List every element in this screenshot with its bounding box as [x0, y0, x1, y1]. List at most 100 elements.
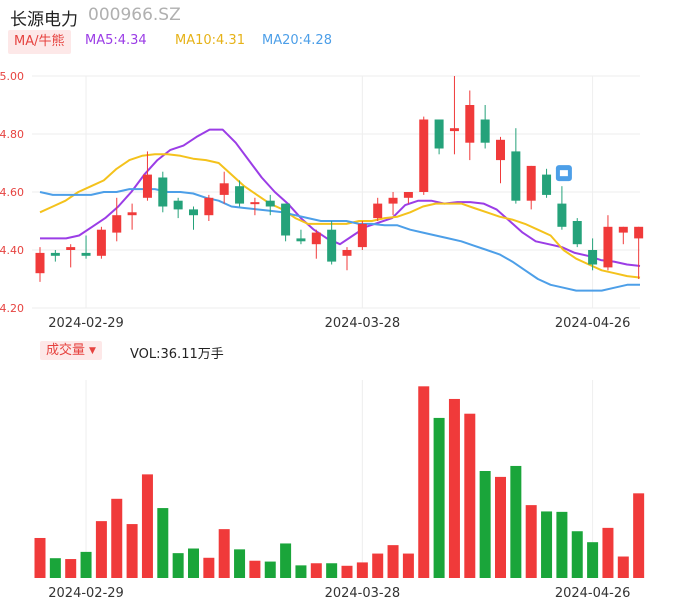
candle-body [634, 226, 644, 239]
ma10-legend: MA10:4.31 [175, 33, 245, 48]
volume-bar [157, 508, 169, 578]
stock-name: 长源电力 [10, 10, 78, 30]
event-marker-glyph [559, 170, 568, 177]
ma5-legend: MA5:4.34 [85, 33, 147, 48]
volume-bar [80, 551, 92, 578]
candle-body [219, 183, 229, 195]
volume-bar [510, 465, 522, 578]
volume-bar [310, 563, 322, 578]
candle-body [35, 252, 45, 274]
price-tick-label: 4.80 [0, 128, 24, 141]
price-tick-label: 4.60 [0, 186, 24, 199]
volume-readout: VOL:36.11万手 [130, 347, 224, 362]
volume-bar [448, 398, 460, 578]
volume-bar [264, 561, 276, 578]
candle-body [173, 200, 183, 210]
volume-bar [49, 558, 61, 578]
candle-body [96, 229, 106, 256]
volume-bar [126, 524, 138, 578]
candle-body [542, 174, 552, 195]
volume-date-label: 2024-04-26 [555, 586, 631, 601]
volume-bar [172, 553, 184, 578]
volume-bar [218, 529, 230, 578]
volume-bar [402, 553, 414, 578]
candle-body [419, 119, 429, 192]
volume-bar [95, 521, 107, 578]
candle-body [127, 212, 137, 216]
candle-body [572, 221, 582, 245]
candle-body [158, 177, 168, 207]
volume-bar [617, 556, 629, 578]
candle-body [66, 247, 76, 250]
price-tick-label: 4.40 [0, 244, 24, 257]
candle-body [496, 139, 505, 161]
candle-body [449, 128, 459, 132]
price-date-label: 2024-03-28 [325, 316, 401, 331]
volume-toggle-label: 成交量 [46, 343, 86, 358]
volume-bar [633, 493, 645, 578]
volume-bar [433, 417, 445, 578]
volume-bar [479, 470, 491, 578]
event-marker-icon[interactable] [555, 165, 572, 182]
volume-bar [249, 560, 261, 578]
volume-bar [111, 498, 123, 578]
volume-date-label: 2024-02-29 [48, 586, 124, 601]
candle-body [403, 192, 413, 198]
ma20-line [39, 188, 640, 292]
volume-bar [280, 543, 292, 578]
ma10-line [39, 153, 641, 279]
volume-bar [387, 545, 399, 578]
price-tick-label: 5.00 [0, 70, 24, 83]
caret-down-icon: ▼ [89, 346, 96, 356]
volume-bar [203, 557, 215, 578]
candle-body [434, 119, 444, 149]
price-date-label: 2024-02-29 [48, 316, 124, 331]
candle-body [357, 223, 367, 248]
volume-bar [234, 549, 246, 578]
candle-body [296, 238, 306, 242]
volume-indicator-toggle[interactable]: 成交量 ▼ [40, 341, 102, 360]
volume-bar [356, 562, 368, 578]
candle-body [81, 252, 91, 256]
ma20-legend: MA20:4.28 [262, 33, 332, 48]
volume-bar [34, 537, 46, 578]
candle-body [235, 186, 245, 204]
volume-bar [295, 565, 307, 578]
candle-body [557, 203, 567, 227]
candle-body [189, 209, 198, 216]
volume-bar [541, 511, 553, 578]
candle-body [142, 174, 152, 198]
volume-bar [372, 553, 384, 578]
candle-body [112, 215, 122, 233]
volume-bar [525, 505, 537, 578]
candle-body [204, 197, 214, 216]
price-date-label: 2024-04-26 [555, 316, 631, 331]
candle-body [526, 165, 536, 201]
candle-body [250, 202, 260, 205]
volume-bar [418, 386, 430, 578]
volume-bar [326, 563, 338, 578]
candle-body [327, 229, 337, 262]
volume-bar [556, 511, 568, 578]
volume-bar [571, 531, 583, 578]
candle-body [465, 105, 475, 143]
volume-bar [141, 474, 153, 578]
volume-bar [341, 565, 353, 578]
candle-body [588, 250, 598, 265]
price-tick-label: 4.20 [0, 302, 24, 315]
volume-bar [464, 413, 476, 578]
candle-body [618, 226, 628, 233]
candle-body [388, 197, 398, 204]
stock-code: 000966.SZ [88, 5, 181, 25]
candle-body [311, 232, 321, 245]
candle-body [480, 119, 490, 143]
candle-body [511, 151, 521, 201]
ma-indicator-toggle[interactable]: MA/牛熊 [8, 30, 71, 54]
volume-bar [587, 542, 599, 578]
candle-body [265, 200, 275, 207]
candle-body [281, 203, 291, 236]
candle-body [342, 250, 352, 256]
volume-bar [65, 559, 77, 578]
volume-bar [495, 476, 506, 578]
